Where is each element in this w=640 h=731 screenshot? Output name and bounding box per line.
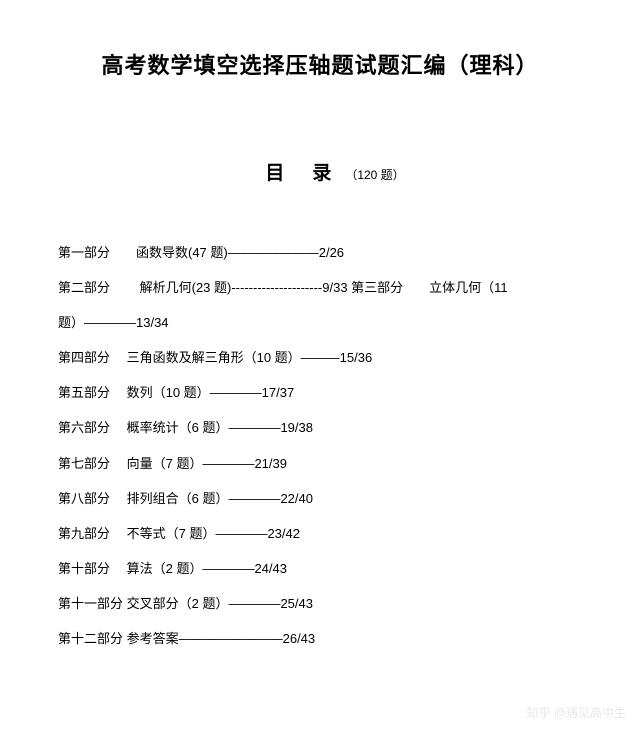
toc-line: 第五部分 数列（10 题）————17/37 bbox=[58, 375, 582, 410]
toc-line: 第一部分 函数导数(47 题)———————2/26 bbox=[58, 235, 582, 270]
toc-line: 第四部分 三角函数及解三角形（10 题）———15/36 bbox=[58, 340, 582, 375]
toc-line: 第六部分 概率统计（6 题）————19/38 bbox=[58, 410, 582, 445]
toc-heading-sub: （120 题） bbox=[345, 168, 404, 182]
toc-line: 题）————13/34 bbox=[58, 305, 582, 340]
toc-line: 第八部分 排列组合（6 题）————22/40 bbox=[58, 481, 582, 516]
toc-line: 第十部分 算法（2 题）————24/43 bbox=[58, 551, 582, 586]
toc-heading: 目录（120 题） bbox=[88, 158, 582, 185]
toc-line: 第七部分 向量（7 题）————21/39 bbox=[58, 446, 582, 481]
document-page: 高考数学填空选择压轴题试题汇编（理科） 目录（120 题） 第一部分 函数导数(… bbox=[0, 0, 640, 676]
toc-line: 第十二部分 参考答案————————26/43 bbox=[58, 621, 582, 656]
toc-list: 第一部分 函数导数(47 题)———————2/26 第二部分 解析几何(23 … bbox=[58, 235, 582, 656]
toc-line: 第二部分 解析几何(23 题)---------------------9/33… bbox=[58, 270, 582, 305]
watermark: 知乎 @遇见高中生 bbox=[526, 704, 626, 721]
toc-line: 第九部分 不等式（7 题）————23/42 bbox=[58, 516, 582, 551]
toc-line: 第十一部分 交叉部分（2 题）————25/43 bbox=[58, 586, 582, 621]
page-title: 高考数学填空选择压轴题试题汇编（理科） bbox=[58, 48, 582, 80]
